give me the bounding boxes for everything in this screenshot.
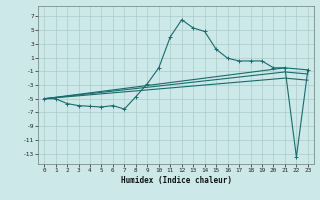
X-axis label: Humidex (Indice chaleur): Humidex (Indice chaleur) — [121, 176, 231, 185]
